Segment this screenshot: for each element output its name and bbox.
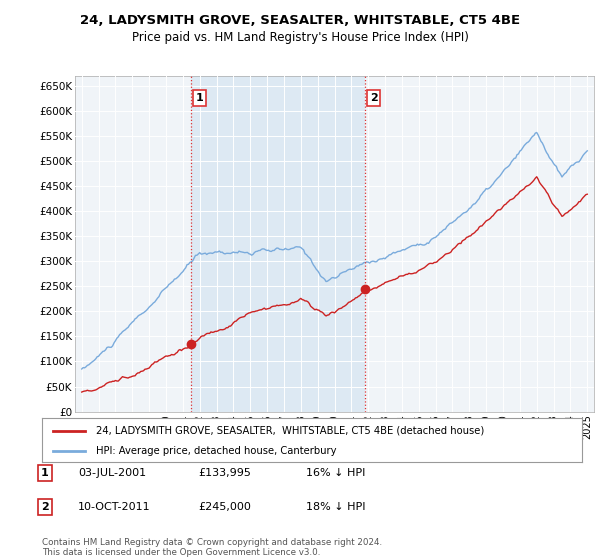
- Text: 03-JUL-2001: 03-JUL-2001: [78, 468, 146, 478]
- Text: 1: 1: [41, 468, 49, 478]
- Text: 10-OCT-2011: 10-OCT-2011: [78, 502, 151, 512]
- Text: 18% ↓ HPI: 18% ↓ HPI: [306, 502, 365, 512]
- Bar: [191, 76, 365, 412]
- Text: Contains HM Land Registry data © Crown copyright and database right 2024.
This d: Contains HM Land Registry data © Crown c…: [42, 538, 382, 557]
- Text: 16% ↓ HPI: 16% ↓ HPI: [306, 468, 365, 478]
- Text: HPI: Average price, detached house, Canterbury: HPI: Average price, detached house, Cant…: [96, 446, 337, 456]
- Text: Price paid vs. HM Land Registry's House Price Index (HPI): Price paid vs. HM Land Registry's House …: [131, 31, 469, 44]
- Text: 1: 1: [196, 93, 203, 103]
- Text: £133,995: £133,995: [198, 468, 251, 478]
- Text: 2: 2: [41, 502, 49, 512]
- Text: 24, LADYSMITH GROVE, SEASALTER, WHITSTABLE, CT5 4BE: 24, LADYSMITH GROVE, SEASALTER, WHITSTAB…: [80, 14, 520, 27]
- Text: 2: 2: [370, 93, 377, 103]
- Text: £245,000: £245,000: [198, 502, 251, 512]
- Text: 24, LADYSMITH GROVE, SEASALTER,  WHITSTABLE, CT5 4BE (detached house): 24, LADYSMITH GROVE, SEASALTER, WHITSTAB…: [96, 426, 484, 436]
